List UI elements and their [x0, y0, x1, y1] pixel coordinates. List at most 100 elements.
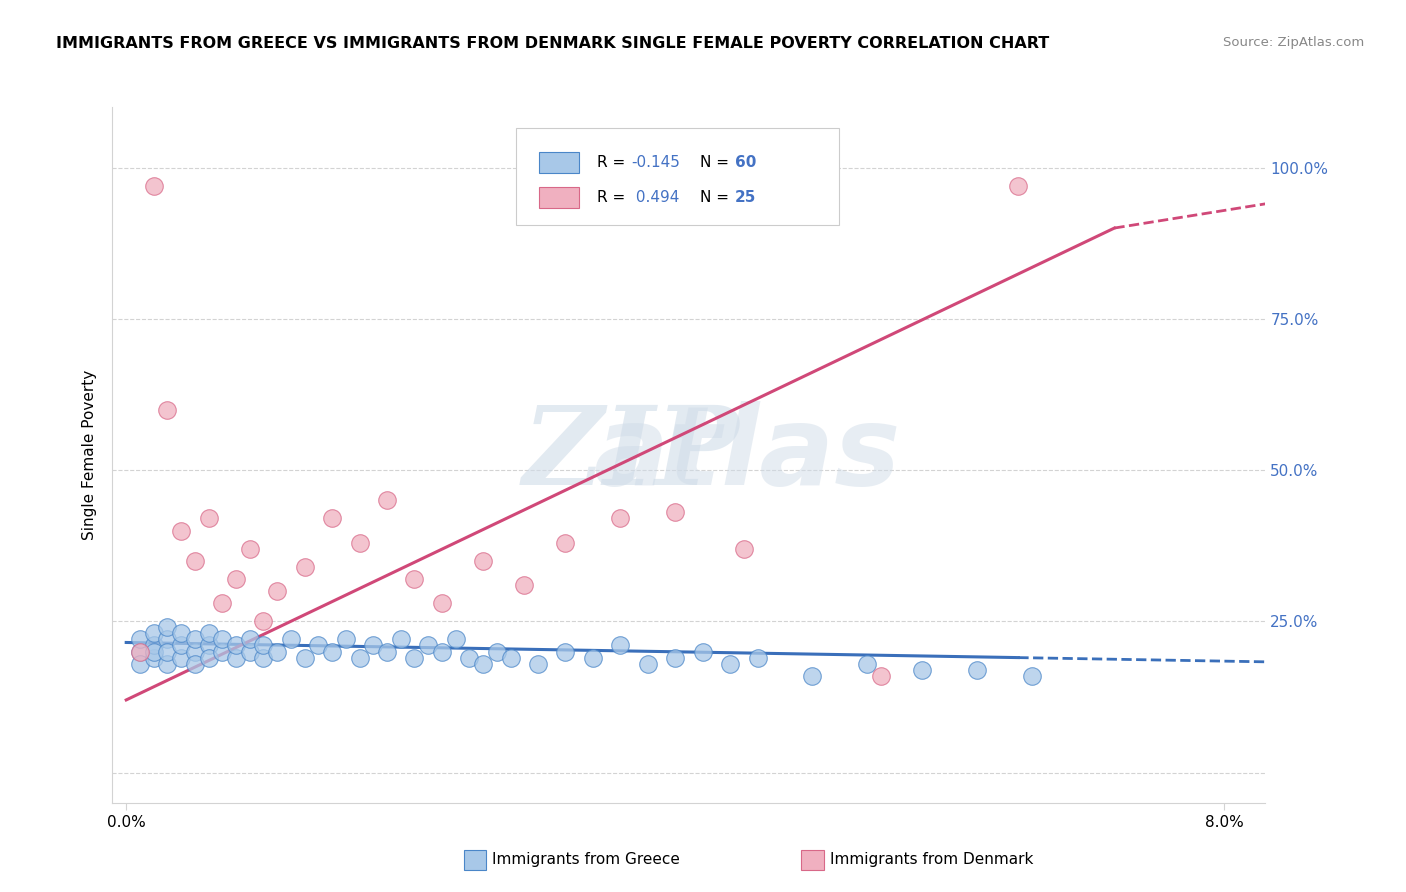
Point: [142, 644, 165, 658]
Point: [609, 639, 631, 653]
Point: [252, 615, 274, 629]
Point: [404, 572, 426, 586]
Point: [129, 632, 152, 647]
Point: [294, 559, 316, 574]
Point: [252, 650, 274, 665]
Text: N =: N =: [700, 190, 734, 205]
Text: R =: R =: [596, 155, 630, 170]
Point: [156, 620, 179, 634]
Point: [307, 639, 329, 653]
Text: 25: 25: [735, 190, 756, 205]
Point: [142, 626, 165, 640]
Point: [239, 541, 262, 556]
Point: [513, 578, 536, 592]
Point: [156, 402, 179, 417]
Point: [170, 650, 193, 665]
Point: [966, 663, 988, 677]
Point: [211, 596, 233, 610]
Point: [430, 596, 453, 610]
Point: [485, 644, 508, 658]
Point: [733, 541, 755, 556]
Point: [609, 511, 631, 525]
Point: [1007, 178, 1029, 193]
Point: [280, 632, 302, 647]
Y-axis label: Single Female Poverty: Single Female Poverty: [82, 370, 97, 540]
Point: [692, 644, 714, 658]
Point: [664, 505, 686, 519]
Point: [156, 644, 179, 658]
Point: [184, 632, 207, 647]
Point: [184, 657, 207, 671]
Point: [472, 657, 495, 671]
Point: [582, 650, 605, 665]
Text: IMMIGRANTS FROM GREECE VS IMMIGRANTS FROM DENMARK SINGLE FEMALE POVERTY CORRELAT: IMMIGRANTS FROM GREECE VS IMMIGRANTS FRO…: [56, 36, 1049, 51]
Point: [142, 650, 165, 665]
Point: [870, 669, 893, 683]
Point: [801, 669, 824, 683]
Text: 60: 60: [735, 155, 756, 170]
Point: [156, 632, 179, 647]
Point: [911, 663, 934, 677]
Point: [349, 535, 371, 549]
Point: [142, 639, 165, 653]
Point: [554, 535, 576, 549]
Point: [294, 650, 316, 665]
Point: [664, 650, 686, 665]
Point: [197, 639, 219, 653]
Text: N =: N =: [700, 155, 734, 170]
Point: [458, 650, 481, 665]
Point: [239, 644, 262, 658]
Point: [747, 650, 769, 665]
Point: [361, 639, 384, 653]
Point: [389, 632, 412, 647]
Point: [335, 632, 357, 647]
Point: [527, 657, 550, 671]
Point: [444, 632, 467, 647]
Point: [142, 178, 165, 193]
Text: Immigrants from Denmark: Immigrants from Denmark: [830, 853, 1033, 867]
Point: [375, 644, 398, 658]
Point: [321, 644, 343, 658]
Point: [266, 644, 288, 658]
Point: [637, 657, 659, 671]
Text: Immigrants from Greece: Immigrants from Greece: [492, 853, 681, 867]
Point: [266, 584, 288, 599]
Point: [170, 639, 193, 653]
Point: [129, 644, 152, 658]
FancyBboxPatch shape: [538, 187, 579, 208]
Point: [375, 493, 398, 508]
Point: [404, 650, 426, 665]
Point: [349, 650, 371, 665]
Point: [197, 511, 219, 525]
Text: atlas: atlas: [593, 401, 900, 508]
Point: [418, 639, 440, 653]
Point: [472, 554, 495, 568]
Point: [170, 524, 193, 538]
Text: ZIP: ZIP: [523, 401, 740, 508]
Text: R =: R =: [596, 190, 630, 205]
Point: [430, 644, 453, 658]
Point: [718, 657, 741, 671]
Point: [184, 644, 207, 658]
Point: [856, 657, 879, 671]
Point: [170, 626, 193, 640]
Point: [197, 650, 219, 665]
Point: [197, 626, 219, 640]
Point: [321, 511, 343, 525]
FancyBboxPatch shape: [516, 128, 839, 226]
Point: [225, 572, 247, 586]
Point: [129, 657, 152, 671]
Point: [554, 644, 576, 658]
Point: [211, 644, 233, 658]
Point: [129, 644, 152, 658]
FancyBboxPatch shape: [538, 153, 579, 173]
Point: [156, 657, 179, 671]
Point: [225, 650, 247, 665]
Point: [225, 639, 247, 653]
Point: [239, 632, 262, 647]
Point: [211, 632, 233, 647]
Text: -0.145: -0.145: [631, 155, 681, 170]
Point: [184, 554, 207, 568]
Text: 0.494: 0.494: [631, 190, 679, 205]
Text: Source: ZipAtlas.com: Source: ZipAtlas.com: [1223, 36, 1364, 49]
